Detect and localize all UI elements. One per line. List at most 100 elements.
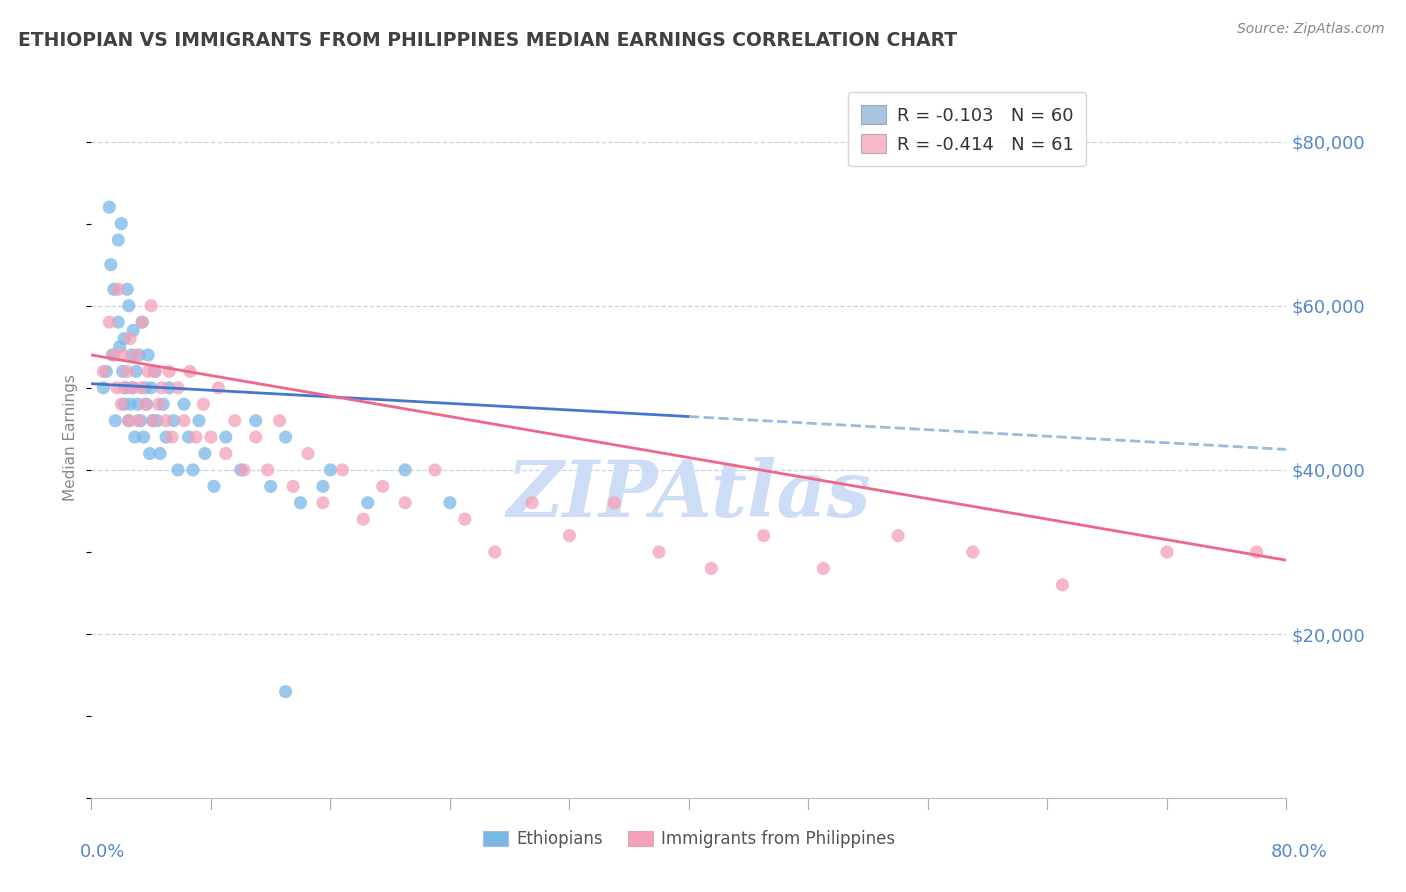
Point xyxy=(115,282,138,296)
Point xyxy=(104,414,127,428)
Point xyxy=(281,479,304,493)
Point xyxy=(115,364,138,378)
Point xyxy=(141,381,163,395)
Point xyxy=(103,282,125,296)
Text: ZIPAtlas: ZIPAtlas xyxy=(506,457,872,533)
Point xyxy=(813,561,835,575)
Point xyxy=(229,463,252,477)
Point xyxy=(96,364,118,378)
Point xyxy=(194,446,217,460)
Point xyxy=(177,430,200,444)
Point xyxy=(132,430,155,444)
Point xyxy=(112,397,135,411)
Point xyxy=(118,299,141,313)
Point xyxy=(131,315,153,329)
Point xyxy=(122,381,145,395)
Point xyxy=(484,545,506,559)
Point xyxy=(207,381,229,395)
Point xyxy=(454,512,477,526)
Point xyxy=(122,323,145,337)
Point xyxy=(134,397,156,411)
Point xyxy=(100,258,122,272)
Point xyxy=(149,446,172,460)
Point xyxy=(160,430,183,444)
Point xyxy=(112,332,135,346)
Point xyxy=(394,496,416,510)
Point xyxy=(121,381,143,395)
Point xyxy=(297,446,319,460)
Point xyxy=(146,414,169,428)
Point xyxy=(118,414,141,428)
Point xyxy=(150,381,173,395)
Point xyxy=(103,348,125,362)
Point xyxy=(124,430,146,444)
Point xyxy=(112,381,135,395)
Point xyxy=(129,414,152,428)
Text: 0.0%: 0.0% xyxy=(80,843,125,861)
Point xyxy=(145,364,167,378)
Point xyxy=(188,414,211,428)
Point xyxy=(259,479,281,493)
Point xyxy=(215,430,238,444)
Point xyxy=(141,299,163,313)
Point xyxy=(371,479,394,493)
Point xyxy=(135,397,157,411)
Point xyxy=(173,414,195,428)
Point xyxy=(202,479,225,493)
Point xyxy=(127,397,149,411)
Point xyxy=(256,463,278,477)
Point xyxy=(142,414,165,428)
Point xyxy=(143,364,166,378)
Point xyxy=(215,446,238,460)
Point xyxy=(110,217,132,231)
Point xyxy=(200,430,222,444)
Point xyxy=(152,397,174,411)
Point xyxy=(108,340,131,354)
Y-axis label: Median Earnings: Median Earnings xyxy=(63,374,79,500)
Point xyxy=(128,348,150,362)
Point xyxy=(105,381,128,395)
Point xyxy=(129,381,152,395)
Point xyxy=(155,430,177,444)
Point xyxy=(173,397,195,411)
Point xyxy=(1156,545,1178,559)
Point xyxy=(394,463,416,477)
Point xyxy=(887,528,910,542)
Point xyxy=(274,684,297,698)
Point xyxy=(118,414,141,428)
Point xyxy=(181,463,204,477)
Point xyxy=(603,496,626,510)
Point xyxy=(131,315,153,329)
Point xyxy=(111,348,134,362)
Point xyxy=(962,545,984,559)
Point xyxy=(107,282,129,296)
Point xyxy=(93,381,115,395)
Point xyxy=(224,414,246,428)
Point xyxy=(423,463,446,477)
Text: ETHIOPIAN VS IMMIGRANTS FROM PHILIPPINES MEDIAN EARNINGS CORRELATION CHART: ETHIOPIAN VS IMMIGRANTS FROM PHILIPPINES… xyxy=(18,31,957,50)
Point xyxy=(752,528,775,542)
Point xyxy=(162,414,184,428)
Point xyxy=(269,414,291,428)
Point xyxy=(114,381,136,395)
Point xyxy=(157,364,180,378)
Point xyxy=(148,397,170,411)
Point xyxy=(167,463,190,477)
Point xyxy=(107,315,129,329)
Point xyxy=(98,200,121,214)
Point xyxy=(167,381,190,395)
Point xyxy=(1246,545,1268,559)
Point xyxy=(232,463,254,477)
Point xyxy=(157,381,180,395)
Point xyxy=(274,430,297,444)
Point xyxy=(127,414,149,428)
Point xyxy=(245,430,267,444)
Point xyxy=(245,414,267,428)
Point xyxy=(110,397,132,411)
Point xyxy=(700,561,723,575)
Text: Source: ZipAtlas.com: Source: ZipAtlas.com xyxy=(1237,22,1385,37)
Point xyxy=(101,348,124,362)
Point xyxy=(111,364,134,378)
Point xyxy=(125,348,148,362)
Point xyxy=(312,479,335,493)
